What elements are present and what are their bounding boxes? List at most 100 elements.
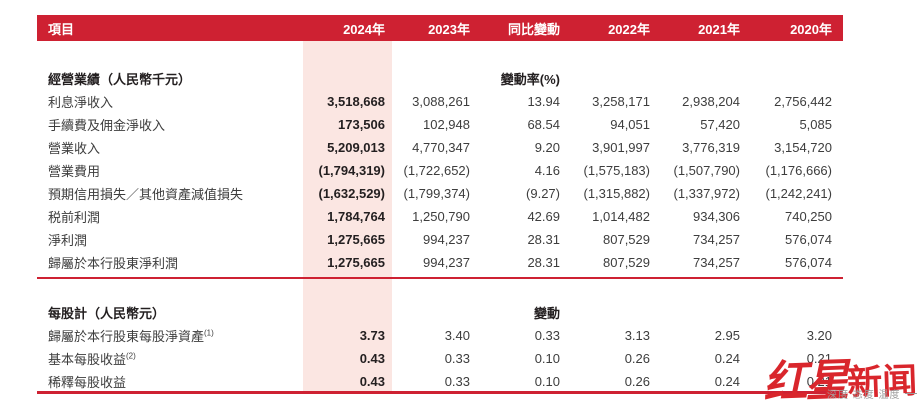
value-cell: 994,237 [423,232,470,247]
value-cell: (1,722,652) [403,163,471,178]
value-cell: 3,154,720 [774,140,832,155]
column-header-yoy-change: 同比變動 [507,21,560,37]
value-cell: 1,275,665 [327,232,385,247]
value-cell: 1,250,790 [412,209,470,224]
value-cell: 576,074 [785,232,832,247]
row-label: 營業收入 [48,141,101,156]
table-row: 利息淨收入 3,518,668 3,088,261 13.94 3,258,171 2,9… [37,90,843,113]
column-header-item: 項目 [48,21,75,37]
table-row: 手續費及佣金淨收入 173,506 102,948 68.54 94,051 57,420… [37,113,843,136]
value-cell: (1,632,529) [318,186,386,201]
value-cell: 734,257 [693,232,740,247]
value-cell: 3,776,319 [682,140,740,155]
value-cell: 934,306 [693,209,740,224]
highlight-2024-column [303,41,392,394]
value-cell: 0.26 [624,374,650,389]
row-label: 淨利潤 [48,233,88,248]
value-cell: 576,074 [785,255,832,270]
value-cell: 0.21 [806,351,832,366]
value-cell: 57,420 [700,117,740,132]
row-label: 手續費及佣金淨收入 [48,118,166,133]
value-cell: 28.31 [527,255,560,270]
section-header-row: 經營業績（人民幣千元） 變動率(%) [37,67,843,90]
table-row: 歸屬於本行股東每股淨資產(1) 3.73 3.40 0.33 3.13 2.95 3.20 [37,324,843,347]
footnote-marker: (2) [126,351,136,361]
change-subheader: 變動 [533,306,560,321]
value-cell: 0.33 [444,351,470,366]
row-label: 稀釋每股收益 [48,375,127,390]
table-row: 預期信用損失／其他資產減值損失 (1,632,529) (1,799,374) (9.… [37,182,843,205]
redstar-news-tagline: 深度 态度 温度 [827,386,917,401]
row-label: 歸屬於本行股東淨利潤 [48,256,179,271]
value-cell: 807,529 [603,255,650,270]
value-cell: 9.20 [534,140,560,155]
value-cell: (1,337,972) [673,186,741,201]
table-row: 基本每股收益(2) 0.43 0.33 0.10 0.26 0.24 0.21 [37,347,843,370]
value-cell: 0.10 [534,351,560,366]
row-label: 基本每股收益(2) [48,351,136,367]
value-cell: 0.24 [714,351,740,366]
value-cell: 0.26 [624,351,650,366]
value-cell: (1,799,374) [403,186,471,201]
change-subheader: 變動率(%) [500,72,560,87]
value-cell: 102,948 [423,117,470,132]
value-cell: (1,794,319) [318,163,386,178]
value-cell: 3,258,171 [592,94,650,109]
value-cell: (1,242,241) [765,186,833,201]
value-cell: 0.21 [806,374,832,389]
table-row: 淨利潤 1,275,665 994,237 28.31 807,529 734,257 57… [37,228,843,251]
value-cell: 2,756,442 [774,94,832,109]
watermark-tagline-text: 深度 态度 温度 [827,390,901,401]
value-cell: 68.54 [527,117,560,132]
value-cell: 13.94 [527,94,560,109]
value-cell: 1,275,665 [327,255,385,270]
value-cell: 740,250 [785,209,832,224]
value-cell: 3,518,668 [327,94,385,109]
section-divider-line [37,277,843,279]
value-cell: (9.27) [526,186,560,201]
value-cell: 94,051 [610,117,650,132]
table-row: 營業收入 5,209,013 4,770,347 9.20 3,901,997 3,776… [37,136,843,159]
value-cell: 3.13 [624,328,650,343]
value-cell: 3,901,997 [592,140,650,155]
table-row: 歸屬於本行股東淨利潤 1,275,665 994,237 28.31 807,529 73… [37,251,843,274]
value-cell: 0.43 [359,374,385,389]
section-title: 每股計（人民幣元） [48,306,166,321]
row-label: 歸屬於本行股東每股淨資產(1) [48,328,214,344]
value-cell: 2.95 [714,328,740,343]
value-cell: 0.33 [444,374,470,389]
value-cell: 994,237 [423,255,470,270]
value-cell: 734,257 [693,255,740,270]
row-label: 營業費用 [48,164,101,179]
row-label: 預期信用損失／其他資產減值損失 [48,187,244,202]
value-cell: 807,529 [603,232,650,247]
value-cell: 5,209,013 [327,140,385,155]
value-cell: 3,088,261 [412,94,470,109]
section-title: 經營業績（人民幣千元） [48,72,192,87]
value-cell: 5,085 [799,117,832,132]
value-cell: 28.31 [527,232,560,247]
value-cell: 4,770,347 [412,140,470,155]
table-row: 營業費用 (1,794,319) (1,722,652) 4.16 (1,575,183… [37,159,843,182]
value-cell: 3.20 [806,328,832,343]
footnote-marker: (1) [204,328,214,338]
value-cell: 0.10 [534,374,560,389]
value-cell: (1,575,183) [583,163,651,178]
column-header-2021: 2021年 [698,21,740,37]
row-label: 税前利潤 [48,210,101,225]
value-cell: (1,176,666) [765,163,833,178]
table-row: 税前利潤 1,784,764 1,250,790 42.69 1,014,482 934,… [37,205,843,228]
value-cell: 2,938,204 [682,94,740,109]
value-cell: 0.43 [359,351,385,366]
value-cell: 3.40 [444,328,470,343]
table-header-row: 項目 2024年 2023年 同比變動 2022年 2021年 2020年 [37,15,843,41]
value-cell: 0.24 [714,374,740,389]
value-cell: (1,507,790) [673,163,741,178]
value-cell: (1,315,882) [583,186,651,201]
column-header-2023: 2023年 [428,21,470,37]
value-cell: 1,014,482 [592,209,650,224]
row-label: 利息淨收入 [48,95,114,110]
value-cell: 0.33 [534,328,560,343]
section-header-row: 每股計（人民幣元） 變動 [37,301,843,324]
